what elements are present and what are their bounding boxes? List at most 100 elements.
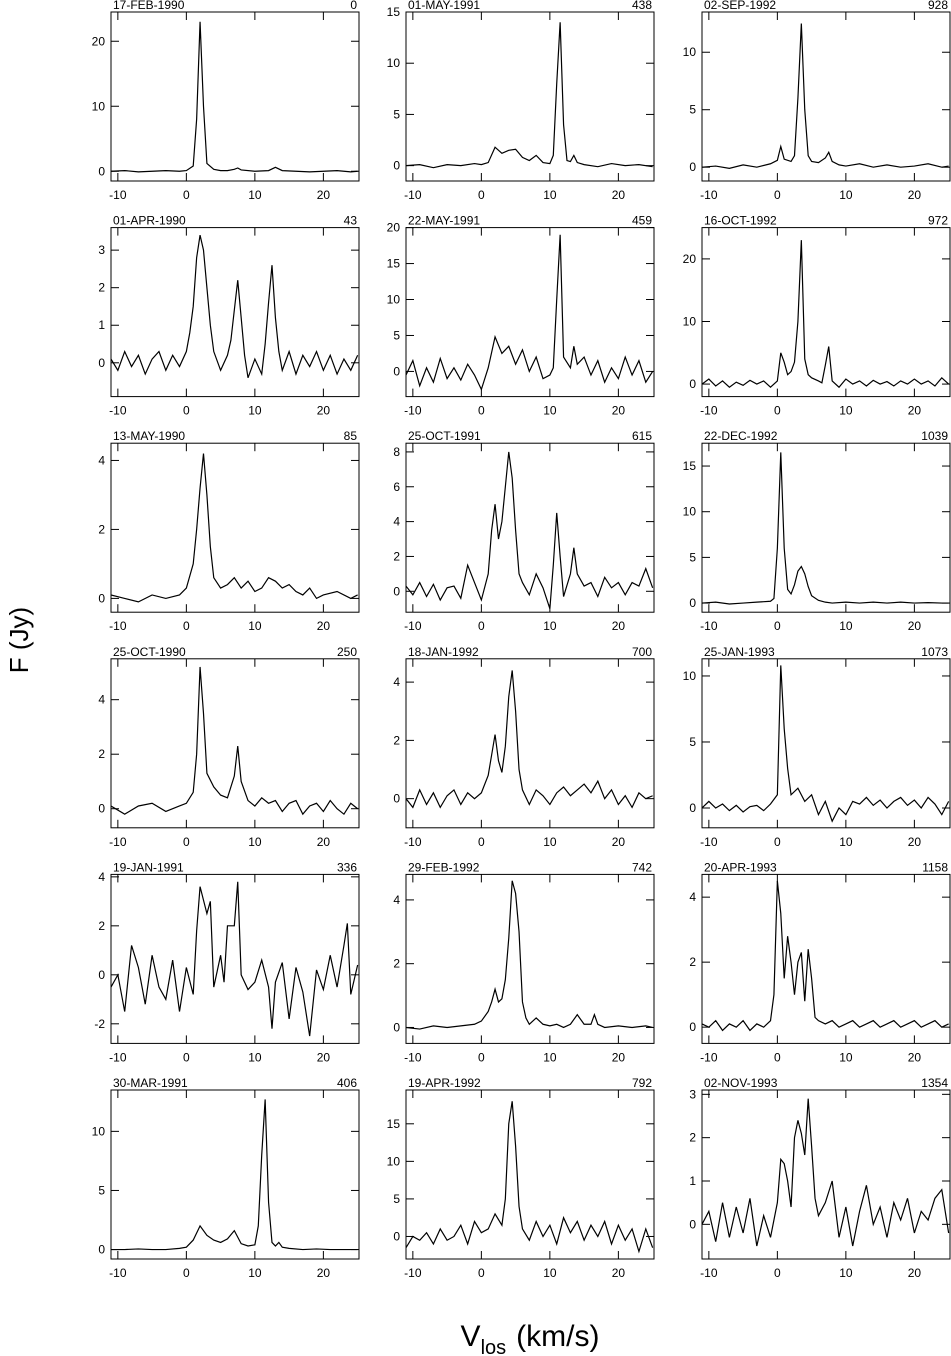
panel: 19-JAN-1991 336 -10 0 10 20 -2 0 2 4	[94, 860, 360, 1064]
spectrum-line	[702, 880, 949, 1032]
x-tick-label: 20	[317, 1050, 331, 1064]
panel-title: 19-JAN-1991	[113, 860, 184, 874]
y-tick-label: 10	[683, 669, 697, 683]
y-tick-label: 2	[98, 522, 105, 536]
x-tick-label: 20	[317, 188, 331, 202]
x-tick-label: 0	[774, 1050, 781, 1064]
x-tick-label: 20	[612, 1266, 626, 1280]
x-tick-label: -10	[700, 619, 718, 633]
y-tick-label: 0	[393, 792, 400, 806]
panel: 02-NOV-1993 1354 -10 0 10 20 0 1 2 3	[689, 1076, 951, 1280]
y-tick-label: -2	[94, 1017, 105, 1031]
y-tick-label: 3	[98, 243, 105, 257]
y-tick-label: 4	[393, 893, 400, 907]
x-tick-label: 10	[248, 1050, 262, 1064]
panel-title: 20-APR-1993	[704, 860, 777, 874]
panel-title: 01-MAY-1991	[408, 0, 480, 12]
y-tick-label: 10	[387, 293, 401, 307]
panel-day: 85	[344, 429, 358, 443]
panel-title: 22-MAY-1991	[408, 214, 480, 228]
panel-day: 1073	[921, 645, 948, 659]
y-tick-label: 4	[393, 675, 400, 689]
panel-title: 25-JAN-1993	[704, 645, 775, 659]
panel-frame	[110, 658, 360, 829]
y-tick-label: 10	[387, 1154, 401, 1168]
x-tick-label: 10	[248, 188, 262, 202]
panel-frame	[405, 873, 655, 1044]
y-tick-label: 0	[98, 591, 105, 605]
x-tick-label: -10	[404, 188, 422, 202]
panel-title: 16-OCT-1992	[704, 214, 777, 228]
x-tick-label: 20	[612, 835, 626, 849]
x-tick-label: 0	[183, 404, 190, 418]
y-tick-label: 4	[98, 453, 105, 467]
y-tick-label: 0	[393, 159, 400, 173]
x-tick-label: -10	[109, 404, 127, 418]
panel: 17-FEB-1990 0 -10 0 10 20 0 10 20	[92, 0, 360, 202]
panel-title: 01-APR-1990	[113, 214, 186, 228]
panel-frame	[405, 442, 655, 613]
panel: 18-JAN-1992 700 -10 0 10 20 0 2 4	[393, 645, 655, 849]
x-tick-label: 10	[248, 619, 262, 633]
x-tick-label: -10	[700, 1266, 718, 1280]
y-tick-label: 0	[98, 968, 105, 982]
panel-frame	[405, 227, 655, 398]
x-tick-label: -10	[404, 404, 422, 418]
panel: 13-MAY-1990 85 -10 0 10 20 0 2 4	[98, 429, 360, 633]
x-tick-label: 10	[839, 1266, 853, 1280]
x-tick-label: -10	[109, 835, 127, 849]
y-tick-label: 2	[98, 919, 105, 933]
panel-day: 0	[350, 0, 357, 12]
x-tick-label: 0	[478, 188, 485, 202]
x-tick-label: 0	[183, 188, 190, 202]
panel-day: 406	[337, 1076, 357, 1090]
x-tick-label: 0	[478, 1266, 485, 1280]
y-tick-label: 0	[393, 584, 400, 598]
x-tick-label: 10	[839, 188, 853, 202]
panel-frame	[110, 11, 360, 182]
panel-day: 336	[337, 860, 357, 874]
y-tick-label: 1	[98, 318, 105, 332]
y-tick-label: 0	[98, 356, 105, 370]
x-tick-label: 10	[839, 835, 853, 849]
spectrum-line	[406, 22, 653, 169]
y-tick-label: 2	[689, 955, 696, 969]
y-tick-label: 2	[393, 733, 400, 747]
x-tick-label: 10	[543, 1266, 557, 1280]
x-tick-label: -10	[109, 1266, 127, 1280]
x-tick-label: 20	[317, 404, 331, 418]
spectrum-line	[111, 453, 358, 603]
panel: 01-MAY-1991 438 -10 0 10 20 0 5 10 15	[387, 0, 655, 202]
x-tick-label: 20	[908, 619, 922, 633]
y-axis-label: F (Jy)	[4, 607, 34, 673]
x-tick-label: 0	[478, 835, 485, 849]
x-tick-label: 20	[612, 619, 626, 633]
y-tick-label: 10	[92, 99, 106, 113]
x-tick-label: -10	[404, 835, 422, 849]
panel: 25-OCT-1991 615 -10 0 10 20 0 2 4 6 8	[393, 429, 655, 633]
panel-frame	[701, 658, 951, 829]
panel-frame	[701, 442, 951, 613]
panel-title: 18-JAN-1992	[408, 645, 479, 659]
x-tick-label: 10	[839, 619, 853, 633]
spectrum-line	[702, 240, 950, 389]
x-tick-label: -10	[404, 619, 422, 633]
panel-day: 438	[632, 0, 652, 12]
spectrum-line	[406, 670, 653, 809]
x-tick-label: -10	[404, 1050, 422, 1064]
y-tick-label: 6	[393, 480, 400, 494]
y-tick-label: 5	[393, 107, 400, 121]
panel-day: 250	[337, 645, 357, 659]
x-tick-label: -10	[109, 188, 127, 202]
x-tick-label: 20	[908, 1050, 922, 1064]
panel-day: 459	[632, 214, 652, 228]
x-tick-label: 10	[543, 619, 557, 633]
x-tick-label: 20	[908, 835, 922, 849]
y-tick-label: 5	[689, 735, 696, 749]
y-tick-label: 2	[98, 747, 105, 761]
x-tick-label: 20	[317, 619, 331, 633]
panel-frame	[110, 873, 360, 1044]
x-tick-label: 20	[317, 835, 331, 849]
y-tick-label: 0	[689, 1217, 696, 1231]
x-tick-label: 0	[183, 1266, 190, 1280]
